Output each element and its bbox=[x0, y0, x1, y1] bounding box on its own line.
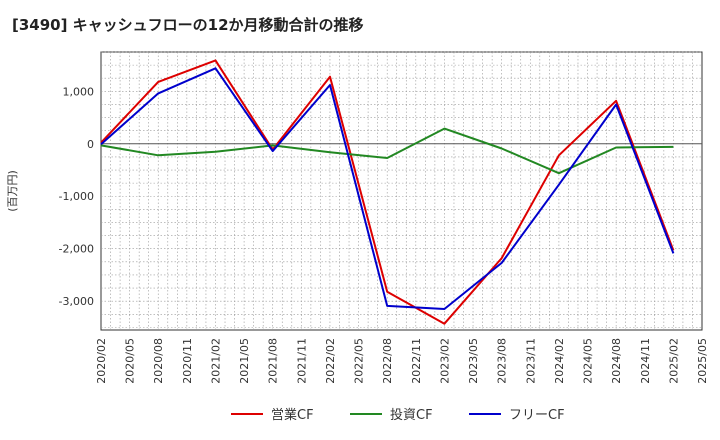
x-tick-label: 2021/11 bbox=[295, 338, 308, 384]
x-tick-label: 2021/05 bbox=[238, 338, 251, 384]
x-tick-label: 2022/11 bbox=[410, 338, 423, 384]
y-tick-label: 0 bbox=[87, 138, 94, 151]
x-tick-label: 2020/05 bbox=[124, 338, 137, 384]
legend-label: 営業CF bbox=[271, 407, 314, 423]
y-tick-label: -2,000 bbox=[59, 243, 94, 256]
x-tick-label: 2023/11 bbox=[524, 338, 537, 384]
x-tick-label: 2024/05 bbox=[582, 338, 595, 384]
x-tick-label: 2021/02 bbox=[209, 338, 222, 384]
x-tick-label: 2024/02 bbox=[553, 338, 566, 384]
series-line bbox=[100, 127, 674, 175]
y-tick-label: -3,000 bbox=[59, 295, 94, 308]
y-tick-label: 1,000 bbox=[63, 85, 95, 98]
x-tick-label: 2020/11 bbox=[181, 338, 194, 384]
x-tick-label: 2020/02 bbox=[95, 338, 108, 384]
x-tick-label: 2021/08 bbox=[267, 338, 280, 384]
plot-frame bbox=[100, 51, 703, 331]
x-tick-label: 2024/11 bbox=[639, 338, 652, 384]
legend: 営業CF 投資CF フリーCF bbox=[231, 407, 565, 423]
x-tick-label: 2022/08 bbox=[381, 338, 394, 384]
grid-layer bbox=[100, 51, 703, 331]
x-tick-label: 2024/08 bbox=[610, 338, 623, 384]
x-tick-label: 2023/02 bbox=[438, 338, 451, 384]
y-tick-label: -1,000 bbox=[59, 190, 94, 203]
x-tick-label: 2022/02 bbox=[324, 338, 337, 384]
x-tick-label: 2020/08 bbox=[152, 338, 165, 384]
legend-label: 投資CF bbox=[390, 407, 433, 423]
x-tick-label: 2025/05 bbox=[696, 338, 709, 384]
series-line bbox=[100, 59, 675, 325]
x-tick-label: 2022/05 bbox=[353, 338, 366, 384]
chart-title: [3490] キャッシュフローの12か月移動合計の推移 bbox=[12, 16, 364, 34]
x-tick-label: 2023/05 bbox=[467, 338, 480, 384]
legend-label: フリーCF bbox=[509, 408, 565, 423]
series-line bbox=[100, 67, 675, 310]
y-axis-label: (百万円) bbox=[6, 170, 19, 212]
series-layer bbox=[100, 59, 675, 325]
axis-layer: 1,000 0 -1,000 -2,000 -3,000 (百万円) 2020/02 2020… bbox=[6, 85, 709, 383]
x-tick-label: 2025/02 bbox=[667, 338, 680, 384]
x-tick-label: 2023/08 bbox=[496, 338, 509, 384]
